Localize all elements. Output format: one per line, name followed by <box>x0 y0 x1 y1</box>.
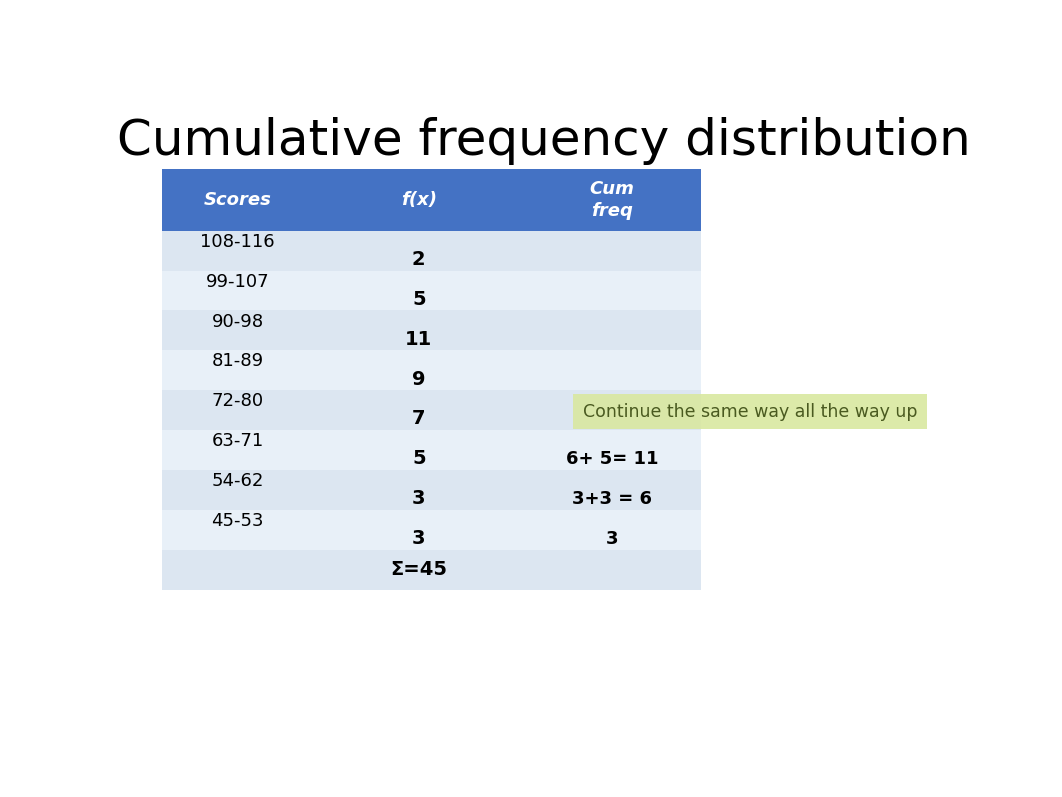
FancyBboxPatch shape <box>314 470 524 510</box>
FancyBboxPatch shape <box>524 550 701 590</box>
FancyBboxPatch shape <box>161 430 314 470</box>
Text: 3+3 = 6: 3+3 = 6 <box>572 489 652 508</box>
FancyBboxPatch shape <box>524 311 701 351</box>
FancyBboxPatch shape <box>524 169 701 230</box>
Text: Continue the same way all the way up: Continue the same way all the way up <box>583 402 918 421</box>
Text: 3: 3 <box>412 489 426 508</box>
FancyBboxPatch shape <box>161 391 314 430</box>
FancyBboxPatch shape <box>161 351 314 391</box>
Text: 108-116: 108-116 <box>201 233 275 251</box>
FancyBboxPatch shape <box>161 510 314 550</box>
FancyBboxPatch shape <box>524 230 701 270</box>
FancyBboxPatch shape <box>161 230 314 270</box>
FancyBboxPatch shape <box>573 394 927 430</box>
FancyBboxPatch shape <box>314 351 524 391</box>
FancyBboxPatch shape <box>161 550 314 590</box>
Text: 54-62: 54-62 <box>211 472 263 490</box>
Text: 2: 2 <box>412 250 426 269</box>
Text: Cum
freq: Cum freq <box>589 180 635 220</box>
Text: 9: 9 <box>412 370 426 389</box>
Text: 6+ 5= 11: 6+ 5= 11 <box>566 450 658 468</box>
FancyBboxPatch shape <box>524 430 701 470</box>
Text: 3: 3 <box>412 529 426 548</box>
Text: 63-71: 63-71 <box>211 432 263 450</box>
Text: f(x): f(x) <box>400 191 436 209</box>
FancyBboxPatch shape <box>524 470 701 510</box>
FancyBboxPatch shape <box>314 230 524 270</box>
Text: 90-98: 90-98 <box>211 312 263 331</box>
FancyBboxPatch shape <box>314 169 524 230</box>
Text: 7: 7 <box>412 410 426 429</box>
Text: 45-53: 45-53 <box>211 512 264 530</box>
Text: 81-89: 81-89 <box>211 352 263 371</box>
FancyBboxPatch shape <box>524 270 701 310</box>
Text: 3: 3 <box>606 529 618 548</box>
FancyBboxPatch shape <box>524 510 701 550</box>
FancyBboxPatch shape <box>314 550 524 590</box>
FancyBboxPatch shape <box>314 270 524 310</box>
Text: Cumulative frequency distribution: Cumulative frequency distribution <box>118 117 971 165</box>
FancyBboxPatch shape <box>314 510 524 550</box>
Text: Σ=45: Σ=45 <box>390 560 447 579</box>
FancyBboxPatch shape <box>524 351 701 391</box>
FancyBboxPatch shape <box>314 430 524 470</box>
Text: 5: 5 <box>412 290 426 308</box>
FancyBboxPatch shape <box>161 470 314 510</box>
Text: 99-107: 99-107 <box>206 273 270 291</box>
Text: 5: 5 <box>412 450 426 469</box>
Text: 72-80: 72-80 <box>211 392 263 410</box>
FancyBboxPatch shape <box>161 311 314 351</box>
FancyBboxPatch shape <box>524 391 701 430</box>
FancyBboxPatch shape <box>314 391 524 430</box>
Text: 11: 11 <box>405 330 432 348</box>
FancyBboxPatch shape <box>161 169 314 230</box>
FancyBboxPatch shape <box>314 311 524 351</box>
Text: Scores: Scores <box>204 191 272 209</box>
FancyBboxPatch shape <box>161 270 314 310</box>
